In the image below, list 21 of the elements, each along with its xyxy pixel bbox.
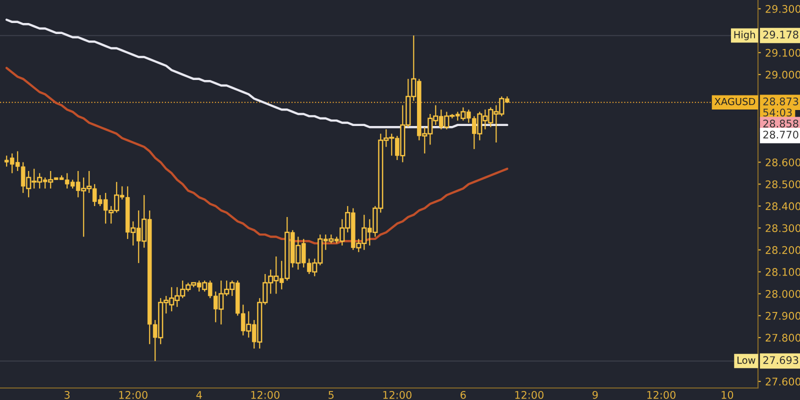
x-tick-label: 4 (196, 391, 202, 399)
x-tick-label: 12:00 (647, 390, 676, 399)
ref-line-label: Low (738, 356, 756, 364)
x-tick-label: 9 (592, 390, 598, 399)
x-tick-label: 5 (328, 391, 334, 399)
ref-line-label: High (734, 30, 755, 40)
x-tick-label: 10 (722, 390, 734, 399)
x-tick-label: 12:00 (383, 390, 412, 399)
x-tick-label: 12:00 (515, 390, 544, 399)
text: 28.873 (763, 98, 798, 106)
annotation: 29.178 (763, 30, 798, 39)
x-tick-label: 3 (64, 390, 70, 399)
x-tick-label: 6 (460, 390, 466, 399)
text: 28.858 (763, 120, 798, 128)
x-tick-label: 12:00 (119, 390, 148, 399)
ref-line-label: XAGUSD (714, 98, 756, 106)
text: 54:03 (763, 108, 792, 116)
text: 28.770 (763, 130, 798, 139)
line-series (5, 66, 508, 244)
annotation: 27.693 (763, 356, 798, 364)
x-tick-label: 12:00 (251, 390, 280, 399)
